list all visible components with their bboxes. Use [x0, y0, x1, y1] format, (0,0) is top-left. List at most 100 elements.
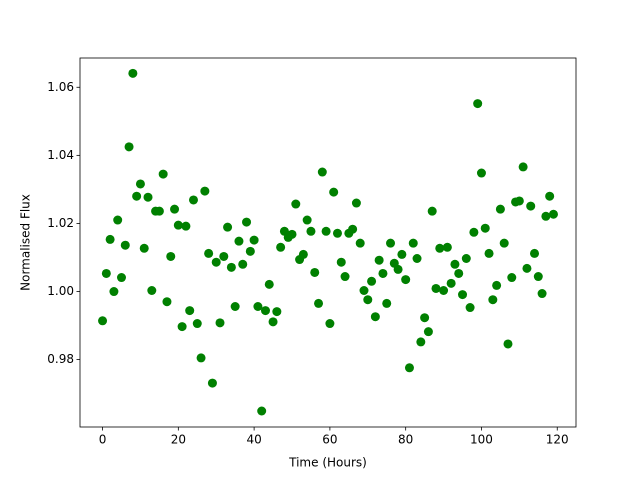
data-point [473, 99, 483, 109]
data-point [348, 224, 358, 234]
data-point [412, 253, 422, 263]
x-tick-label: 100 [470, 433, 493, 447]
x-tick-label: 40 [246, 433, 261, 447]
data-point [355, 238, 365, 248]
data-point [135, 179, 145, 189]
data-point [147, 285, 157, 295]
data-point [518, 162, 528, 172]
data-point [336, 257, 346, 267]
data-point [207, 378, 217, 388]
data-point [458, 290, 468, 300]
data-point [223, 222, 233, 232]
data-point [548, 209, 558, 219]
data-point [484, 248, 494, 258]
data-point [116, 273, 126, 283]
data-point [503, 339, 513, 349]
data-point [215, 318, 225, 328]
data-point [386, 238, 396, 248]
data-point [439, 285, 449, 295]
data-point [545, 191, 555, 201]
data-point [382, 298, 392, 308]
data-point [200, 186, 210, 196]
data-point [461, 253, 471, 263]
data-point [257, 406, 267, 416]
y-tick-label: 1.00 [47, 284, 74, 298]
data-point [325, 319, 335, 329]
data-point [101, 268, 111, 278]
data-point [268, 317, 278, 327]
data-point [404, 363, 414, 373]
data-point [476, 168, 486, 178]
data-point [416, 337, 426, 347]
data-point [537, 289, 547, 299]
x-tick-label: 60 [322, 433, 337, 447]
data-point [533, 272, 543, 282]
data-point [431, 283, 441, 293]
data-point [499, 238, 509, 248]
data-point [530, 248, 540, 258]
data-point [329, 187, 339, 197]
data-point [245, 246, 255, 256]
data-point [374, 255, 384, 265]
data-point [238, 259, 248, 269]
data-point [234, 236, 244, 246]
data-point [226, 262, 236, 272]
data-point [321, 226, 331, 236]
data-point [188, 195, 198, 205]
y-tick-label: 1.02 [47, 216, 74, 230]
data-point [420, 313, 430, 323]
data-point [276, 242, 286, 252]
data-point [423, 327, 433, 337]
y-tick-label: 1.04 [47, 148, 74, 162]
data-point [332, 228, 342, 238]
data-point [469, 227, 479, 237]
x-tick-label: 0 [99, 433, 107, 447]
x-axis-label: Time (Hours) [288, 456, 367, 470]
data-point [492, 280, 502, 290]
data-point [109, 287, 119, 297]
data-point [359, 285, 369, 295]
data-point [401, 275, 411, 285]
data-point [192, 319, 202, 329]
data-point [541, 211, 551, 221]
data-point [124, 142, 134, 152]
data-point [181, 221, 191, 231]
y-tick-label: 0.98 [47, 352, 74, 366]
data-point [170, 204, 180, 214]
data-point [454, 268, 464, 278]
data-point [446, 278, 456, 288]
data-point [450, 259, 460, 269]
data-point [260, 306, 270, 316]
data-point [495, 204, 505, 214]
data-point [166, 251, 176, 261]
data-point [120, 240, 130, 250]
data-point [113, 215, 123, 225]
data-point [154, 206, 164, 216]
data-point [177, 322, 187, 332]
data-point [139, 243, 149, 253]
data-point [393, 264, 403, 274]
data-point [253, 301, 263, 311]
data-point [522, 263, 532, 273]
data-point [264, 279, 274, 289]
data-point [397, 249, 407, 259]
x-tick-label: 120 [546, 433, 569, 447]
data-point [367, 276, 377, 286]
data-point [272, 307, 282, 317]
data-point [306, 226, 316, 236]
data-point [196, 353, 206, 363]
data-point [427, 206, 437, 216]
data-point [230, 301, 240, 311]
data-point [378, 268, 388, 278]
data-point [363, 295, 373, 305]
data-point [185, 306, 195, 316]
data-point [317, 167, 327, 177]
data-point [310, 267, 320, 277]
data-point [204, 248, 214, 258]
y-tick-label: 1.06 [47, 80, 74, 94]
plot-frame [79, 57, 577, 428]
data-point [302, 215, 312, 225]
data-point [211, 257, 221, 267]
y-axis-label: Normalised Flux [19, 194, 33, 291]
